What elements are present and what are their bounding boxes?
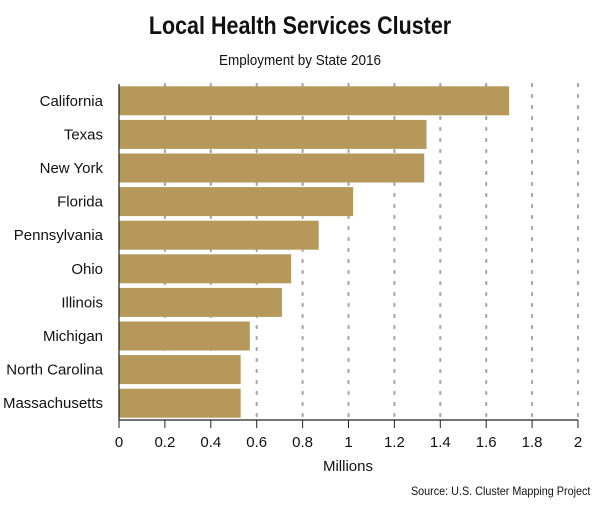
x-tick-label: 0.4 [200,434,221,451]
axes [118,84,579,428]
category-label: New York [40,160,104,177]
x-tick-label: 0.2 [154,434,175,451]
bars [119,86,510,418]
category-label: Illinois [61,294,103,311]
chart-title: Local Health Services Cluster [148,12,452,40]
category-label: California [40,93,104,110]
category-label: Pennsylvania [14,227,104,244]
bar [119,86,510,116]
bar [119,153,425,183]
x-tick-label: 1.6 [476,434,497,451]
x-tick-label: 1.4 [430,434,451,451]
category-labels: California Texas New York Florida Pennsylvan… [3,93,104,412]
bar [119,287,282,317]
category-label: Ohio [71,261,103,278]
category-label: Texas [64,126,103,143]
category-label: Michigan [43,328,103,345]
bar [119,321,250,351]
x-tick-label: 0.8 [292,434,313,451]
x-tick-label: 1.2 [384,434,405,451]
x-tick-label: 0 [115,434,123,451]
category-label: Massachusetts [3,395,103,412]
x-tick-labels: 0 0.2 0.4 0.6 0.8 1 1.2 1.4 1.6 1.8 2 [115,434,582,451]
category-label: North Carolina [6,362,103,379]
x-tick-label: 0.6 [246,434,267,451]
x-tick-label: 1.8 [522,434,543,451]
x-axis-label: Millions [322,458,373,475]
bar [119,355,241,385]
category-label: Florida [57,194,104,211]
x-tick-label: 2 [574,434,582,451]
bar [119,119,427,149]
bar [119,254,292,284]
bar [119,388,241,418]
x-tick-label: 1 [344,434,352,451]
bar [119,187,354,217]
source-note: Source: U.S. Cluster Mapping Project [410,484,590,498]
chart-subtitle: Employment by State 2016 [218,52,382,69]
bar [119,220,319,250]
